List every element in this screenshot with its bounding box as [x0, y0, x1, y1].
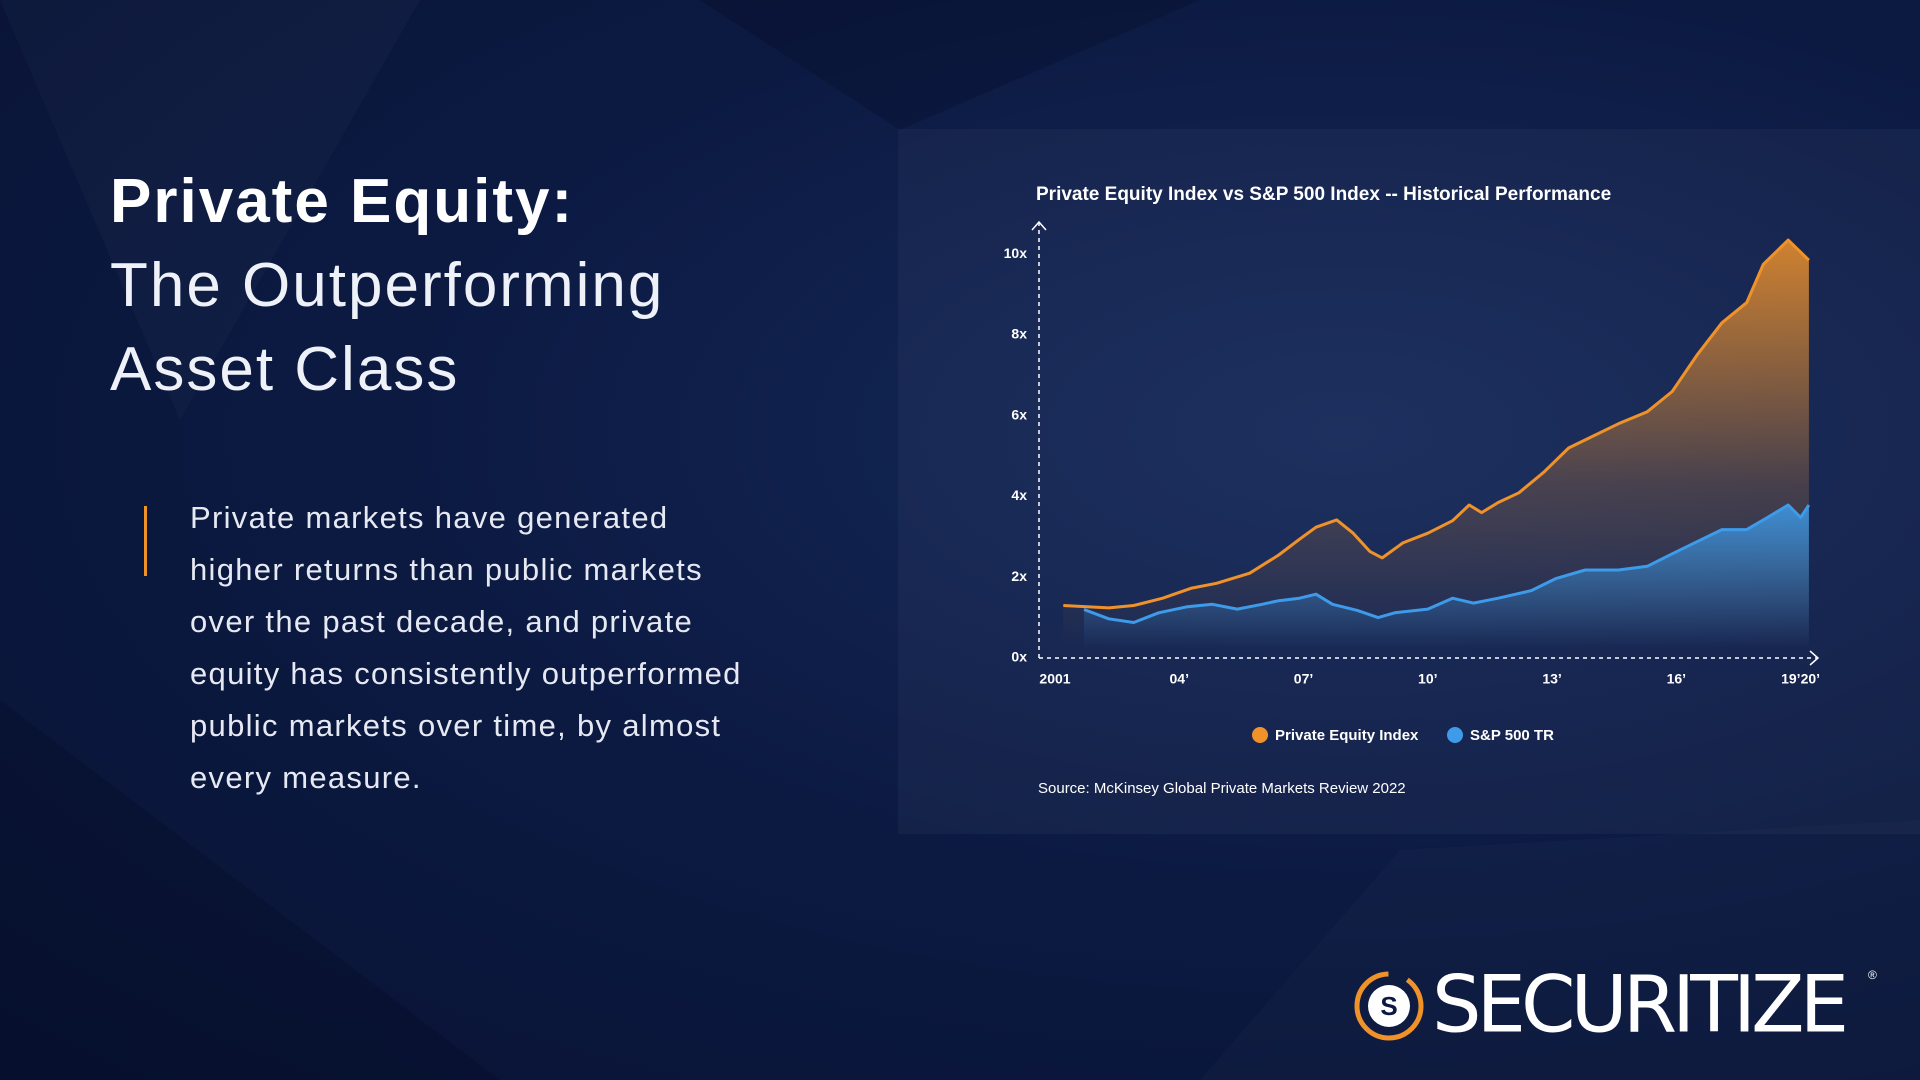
brand-mark: ® [1868, 968, 1877, 982]
body-text: Private markets have generated higher ret… [190, 492, 742, 804]
x-tick-label: 07’ [1294, 671, 1313, 687]
body-line: public markets over time, by almost [190, 708, 722, 743]
series-line [1083, 503, 1811, 624]
body-line: every measure. [190, 760, 422, 795]
title-bold: Private Equity: [110, 167, 575, 236]
x-tick-label: 04’ [1170, 671, 1189, 687]
title-line: Asset Class [110, 335, 460, 404]
legend-label: S&P 500 TR [1470, 727, 1554, 744]
chart-source: Source: McKinsey Global Private Markets … [1038, 780, 1406, 797]
y-tick-label: 6x [1011, 406, 1027, 422]
y-tick-label: 2x [1011, 568, 1027, 584]
chart-title: Private Equity Index vs S&P 500 Index --… [1036, 184, 1611, 205]
logo-letter: S [1380, 991, 1397, 1021]
body-line: Private markets have generated [190, 500, 669, 535]
x-tick-label: 16’ [1667, 671, 1686, 687]
brand-logo: S SECURITIZE ® [1354, 966, 1877, 1050]
body-line: higher returns than public markets [190, 552, 703, 587]
series-area [1063, 240, 1809, 648]
title-line: The Outperforming [110, 251, 665, 320]
legend-label: Private Equity Index [1275, 727, 1419, 744]
x-tick-label: 10’ [1418, 671, 1437, 687]
logo-ring [1354, 971, 1424, 1041]
x-tick-label: 13’ [1542, 671, 1561, 687]
body-line: equity has consistently outperformed [190, 656, 742, 691]
legend-swatch [1447, 727, 1463, 743]
heading: Private Equity: The Outperforming Asset … [110, 160, 664, 412]
accent-bar [144, 506, 147, 576]
y-tick-label: 10x [1004, 245, 1028, 261]
x-axis-arrow [1809, 650, 1820, 666]
logo-core [1368, 985, 1410, 1027]
y-tick-label: 4x [1011, 487, 1027, 503]
x-tick-label: 19’20’ [1781, 671, 1820, 687]
body-line: over the past decade, and private [190, 604, 694, 639]
series-area [1084, 505, 1809, 648]
y-tick-label: 0x [1011, 649, 1027, 665]
brand-name: SECURITIZE [1432, 966, 1852, 1050]
x-tick-label: 2001 [1039, 671, 1070, 687]
legend-swatch [1252, 727, 1268, 743]
series-line [1063, 238, 1810, 610]
y-axis-arrow [1031, 220, 1047, 231]
y-tick-label: 8x [1011, 326, 1027, 342]
